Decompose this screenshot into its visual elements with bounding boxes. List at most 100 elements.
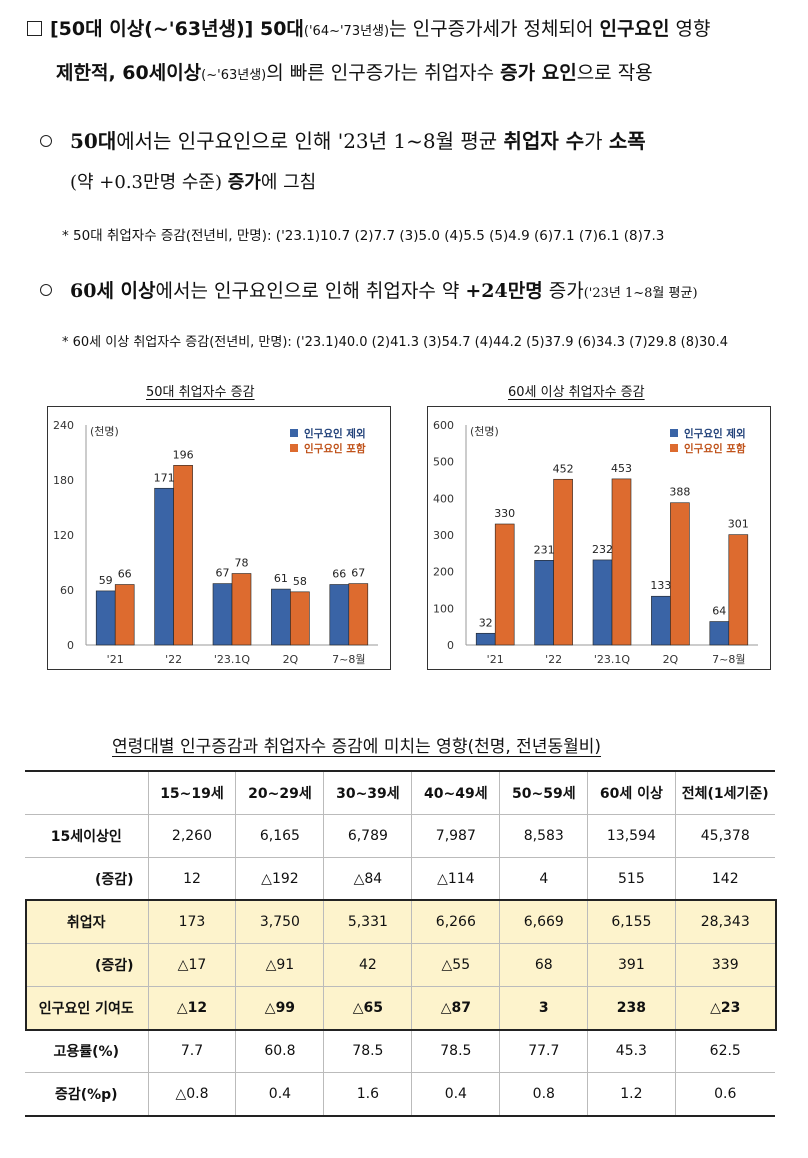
table-cell: 339 xyxy=(674,943,775,987)
row-label: 고용률(%) xyxy=(25,1029,148,1073)
legend-label: 인구요인 제외 xyxy=(684,427,746,440)
table-cell: △87 xyxy=(411,986,500,1030)
table-caption: 연령대별 인구증감과 취업자수 증감에 미치는 영향(천명, 전년동월비) xyxy=(112,737,602,757)
table-cell: △55 xyxy=(411,943,500,987)
chart-1-title: 50대 취업자수 증감 xyxy=(146,385,255,400)
bar-excl xyxy=(212,583,233,646)
x-tick-label: '22 xyxy=(165,653,182,666)
heading-line-1: [50대 이상(~'63년생)] 50대('64~'73년생)는 인구증가세가 … xyxy=(27,14,710,41)
table-cell: 6,789 xyxy=(323,814,412,858)
data-label: 452 xyxy=(553,462,574,475)
legend-swatch xyxy=(290,444,298,452)
bullet-1-bold: 50대 xyxy=(70,129,117,153)
table-cell: 6,155 xyxy=(587,900,675,944)
bar-incl xyxy=(611,478,632,646)
table-header-cell xyxy=(25,770,148,815)
bar-excl xyxy=(592,559,613,646)
table-cell: 1.6 xyxy=(323,1072,412,1117)
heading-text-end: 영향 xyxy=(669,18,711,40)
row-label: 15세이상인 xyxy=(25,814,148,858)
heading-birth-years-2: (~'63년생) xyxy=(201,68,267,83)
legend-label: 인구요인 포함 xyxy=(684,442,746,455)
bar-incl xyxy=(553,478,573,646)
row-label: 인구요인 기여도 xyxy=(25,986,148,1030)
heading-bold-2: 증가 요인 xyxy=(500,62,577,84)
data-label: 78 xyxy=(235,557,249,570)
table-row: 인구요인 기여도 △12 △99 △65 △87 3 238 △23 xyxy=(25,986,775,1030)
bar-incl xyxy=(231,573,252,646)
table-row: 증감(%p) △0.8 0.4 1.6 0.4 0.8 1.2 0.6 xyxy=(25,1072,775,1117)
legend-label: 인구요인 포함 xyxy=(304,442,366,455)
bar-incl xyxy=(173,465,193,646)
table-cell: 45.3 xyxy=(587,1029,675,1073)
table-cell: 142 xyxy=(674,857,775,901)
y-tick-label: 0 xyxy=(67,639,74,652)
bar-excl xyxy=(475,632,496,646)
table-cell: 173 xyxy=(147,900,236,944)
table-cell: 8,583 xyxy=(499,814,588,858)
table-header-cell: 50~59세 xyxy=(499,770,588,815)
table-cell: 78.5 xyxy=(323,1029,412,1073)
data-label: 67 xyxy=(216,567,230,580)
bar-incl xyxy=(290,591,310,646)
table-cell: 391 xyxy=(587,943,675,987)
heading-text: 는 인구증가세가 정체되어 xyxy=(389,18,600,40)
table-cell: 238 xyxy=(587,986,675,1030)
table-cell: 0.4 xyxy=(411,1072,500,1117)
legend-swatch xyxy=(290,429,298,437)
table-cell: 68 xyxy=(499,943,588,987)
table-cell: 7,987 xyxy=(411,814,500,858)
bar-incl xyxy=(348,583,369,646)
data-label: 64 xyxy=(712,605,726,618)
row-label: (증감) xyxy=(25,943,148,987)
unit-label: (천명) xyxy=(470,424,499,438)
bar-excl xyxy=(651,595,671,646)
data-label: 232 xyxy=(592,543,613,556)
y-tick-label: 500 xyxy=(433,456,454,469)
bullet-circle-icon-2 xyxy=(40,284,52,296)
table-cell: 62.5 xyxy=(674,1029,775,1073)
data-label: 330 xyxy=(494,507,515,520)
bullet-1-line-1: 50대에서는 인구요인으로 인해 '23년 1~8월 평균 취업자 수가 소폭 xyxy=(40,125,646,154)
bullet-1-line-2-end: 에 그침 xyxy=(260,172,317,193)
table-cell: 3 xyxy=(499,986,588,1030)
data-label: 453 xyxy=(611,462,632,475)
heading-bold-text: 인구요인 xyxy=(599,18,670,40)
heading-title: [50대 이상(~'63년생)] 50대 xyxy=(50,18,304,40)
chart-2-title: 60세 이상 취업자수 증감 xyxy=(508,385,645,400)
table-cell: 60.8 xyxy=(235,1029,324,1073)
table-cell: 2,260 xyxy=(147,814,236,858)
table-cell: 4 xyxy=(499,857,588,901)
y-tick-label: 240 xyxy=(53,419,74,432)
table-cell: 45,378 xyxy=(674,814,775,858)
heading-line-2: 제한적, 60세이상(~'63년생)의 빠른 인구증가는 취업자수 증가 요인으… xyxy=(56,58,653,85)
table-cell: △0.8 xyxy=(147,1072,236,1117)
table-cell: △99 xyxy=(235,986,324,1030)
y-tick-label: 60 xyxy=(60,584,74,597)
y-tick-label: 600 xyxy=(433,419,454,432)
table-cell: 6,669 xyxy=(499,900,588,944)
data-label: 67 xyxy=(351,567,365,580)
table-cell: △91 xyxy=(235,943,324,987)
bullet-2-bold: 60세 이상 xyxy=(70,280,156,302)
bullet-1-text: 에서는 인구요인으로 인해 '23년 1~8월 평균 xyxy=(116,129,504,153)
table-cell: 0.6 xyxy=(674,1072,775,1117)
data-label: 133 xyxy=(650,579,671,592)
bar-excl xyxy=(329,584,350,646)
table-cell: △12 xyxy=(147,986,236,1030)
bullet-2-text-2: 증가 xyxy=(542,280,584,302)
y-tick-label: 300 xyxy=(433,529,454,542)
data-label: 66 xyxy=(332,568,346,581)
bullet-1-line-2-bold: 증가 xyxy=(227,172,261,193)
bullet-circle-icon xyxy=(40,135,52,147)
bullet-1-bold-3: 소폭 xyxy=(608,129,646,153)
table-header-cell: 40~49세 xyxy=(411,770,500,815)
table-row: (증감) △17 △91 42 △55 68 391 339 xyxy=(25,943,775,987)
table-row: 취업자 173 3,750 5,331 6,266 6,669 6,155 28,343 xyxy=(25,900,775,944)
bullet-2-bold-2: +24만명 xyxy=(465,280,543,302)
data-label: 388 xyxy=(669,486,690,499)
table-header-cell: 전체(1세기준) xyxy=(674,770,775,815)
bar-excl xyxy=(709,621,730,646)
table-cell: 12 xyxy=(147,857,236,901)
bullet-1-bold-2: 취업자 수 xyxy=(503,129,585,153)
